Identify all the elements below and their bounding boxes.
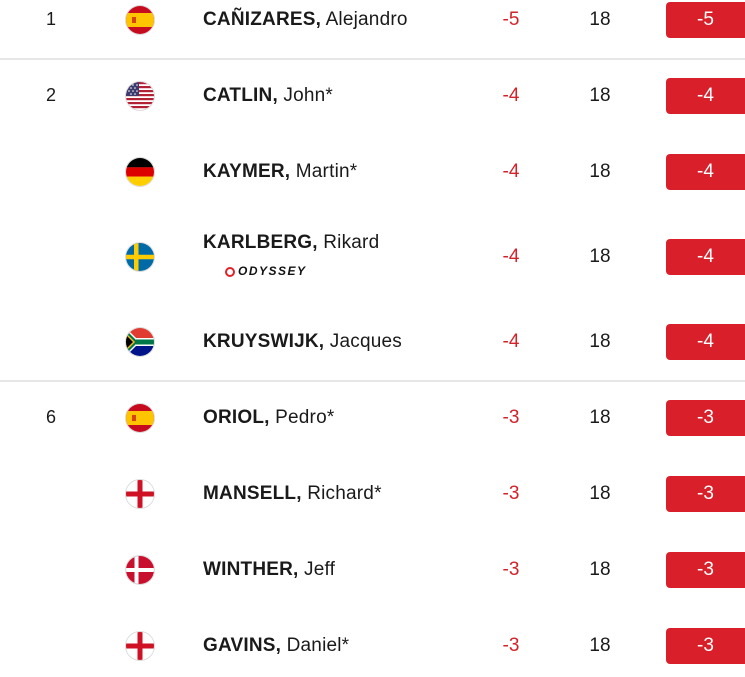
player-name[interactable]: WINTHER, Jeff <box>203 559 335 581</box>
holes-thru: 18 <box>589 161 611 182</box>
player-position: 2 <box>45 85 56 105</box>
sweden-flag-icon <box>126 243 154 271</box>
today-score: -3 <box>502 559 520 580</box>
sponsor-logo: ODYSSEY <box>225 264 307 278</box>
player-name[interactable]: KRUYSWIJK, Jacques <box>203 331 402 353</box>
today-score: -4 <box>502 331 520 352</box>
total-score-badge: -3 <box>666 476 745 512</box>
spain-flag-icon <box>126 404 154 432</box>
player-position: 6 <box>45 407 56 427</box>
denmark-flag-icon-graphic <box>126 556 154 584</box>
holes-thru: 18 <box>589 407 611 428</box>
sweden-flag-icon-graphic <box>126 243 154 271</box>
player-position: 1 <box>45 9 56 29</box>
spain-flag-icon-graphic <box>126 6 154 34</box>
england-flag-icon <box>126 480 154 508</box>
germany-flag-icon <box>126 158 154 186</box>
player-name[interactable]: KARLBERG, Rikard <box>203 232 379 254</box>
total-score-badge: -4 <box>666 239 745 275</box>
total-score-badge: -4 <box>666 324 745 360</box>
usa-flag-icon-graphic <box>126 82 154 110</box>
player-name[interactable]: KAYMER, Martin* <box>203 161 357 183</box>
today-score: -4 <box>502 85 520 106</box>
player-name[interactable]: CAÑIZARES, Alejandro <box>203 9 408 31</box>
odyssey-ring-icon <box>225 267 235 277</box>
player-first-name: Daniel* <box>286 635 350 656</box>
today-score: -3 <box>502 635 520 656</box>
player-first-name: Jacques <box>329 331 402 352</box>
player-last-name: MANSELL, <box>203 483 302 504</box>
today-score: -3 <box>502 483 520 504</box>
player-last-name: KARLBERG, <box>203 232 318 253</box>
holes-thru: 18 <box>589 85 611 106</box>
player-last-name: WINTHER, <box>203 559 299 580</box>
holes-thru: 18 <box>589 331 611 352</box>
player-first-name: John* <box>283 85 334 106</box>
england-flag-icon-graphic <box>126 632 154 660</box>
group-divider <box>0 58 745 60</box>
england-flag-icon-graphic <box>126 480 154 508</box>
holes-thru: 18 <box>589 9 611 30</box>
south-africa-flag-icon <box>126 328 154 356</box>
england-flag-icon <box>126 632 154 660</box>
group-divider <box>0 380 745 382</box>
player-name[interactable]: CATLIN, John* <box>203 85 333 107</box>
player-first-name: Jeff <box>304 559 336 580</box>
holes-thru: 18 <box>589 483 611 504</box>
holes-thru: 18 <box>589 246 611 267</box>
player-first-name: Rikard <box>323 232 380 253</box>
holes-thru: 18 <box>589 559 611 580</box>
total-score-badge: -3 <box>666 400 745 436</box>
player-first-name: Richard* <box>307 483 382 504</box>
player-first-name: Martin* <box>295 161 358 182</box>
spain-flag-icon-graphic <box>126 404 154 432</box>
spain-flag-icon <box>126 6 154 34</box>
player-name[interactable]: MANSELL, Richard* <box>203 483 382 505</box>
player-first-name: Pedro* <box>275 407 335 428</box>
player-name[interactable]: GAVINS, Daniel* <box>203 635 349 657</box>
germany-flag-icon-graphic <box>126 158 154 186</box>
player-last-name: CAÑIZARES, <box>203 9 322 30</box>
player-last-name: KAYMER, <box>203 161 291 182</box>
total-score-badge: -4 <box>666 154 745 190</box>
today-score: -4 <box>502 161 520 182</box>
total-score-badge: -3 <box>666 628 745 664</box>
total-score-badge: -4 <box>666 78 745 114</box>
player-last-name: KRUYSWIJK, <box>203 331 325 352</box>
denmark-flag-icon <box>126 556 154 584</box>
today-score: -4 <box>502 246 520 267</box>
player-name[interactable]: ORIOL, Pedro* <box>203 407 334 429</box>
total-score-badge: -3 <box>666 552 745 588</box>
player-last-name: GAVINS, <box>203 635 282 656</box>
holes-thru: 18 <box>589 635 611 656</box>
player-first-name: Alejandro <box>325 9 408 30</box>
player-last-name: ORIOL, <box>203 407 270 428</box>
today-score: -3 <box>502 407 520 428</box>
south-africa-flag-icon-graphic <box>126 328 154 356</box>
usa-flag-icon <box>126 82 154 110</box>
player-last-name: CATLIN, <box>203 85 278 106</box>
today-score: -5 <box>502 9 520 30</box>
total-score-badge: -5 <box>666 2 745 38</box>
sponsor-name: ODYSSEY <box>238 264 307 278</box>
